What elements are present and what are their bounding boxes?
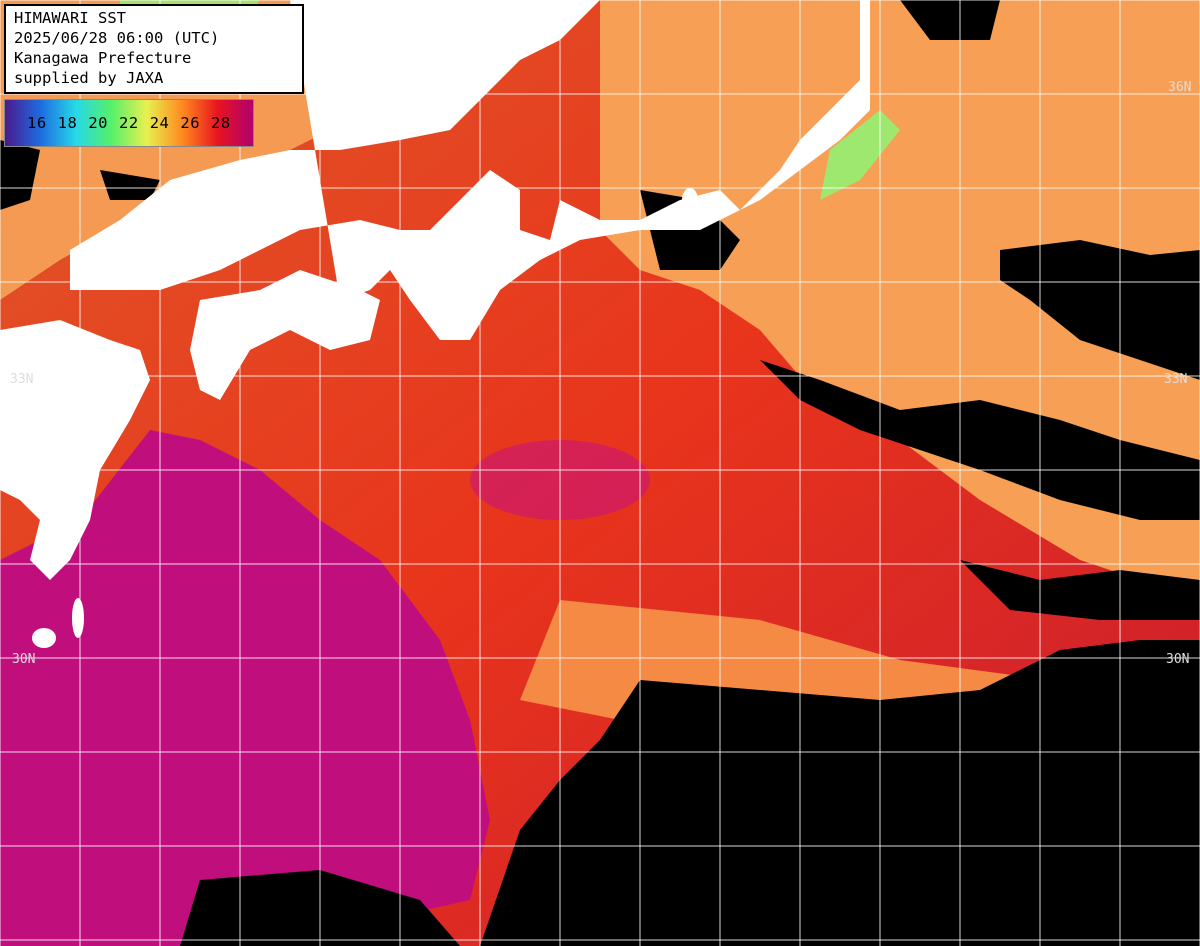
prefecture: Kanagawa Prefecture <box>14 49 192 67</box>
land-honshu <box>70 0 870 340</box>
land-izu <box>682 188 698 212</box>
legend-label: 22 <box>119 114 139 132</box>
land-shikoku <box>190 270 380 400</box>
lat-label-33n-west: 33N <box>10 372 34 387</box>
color-legend: 16 18 20 22 24 26 28 <box>4 99 254 147</box>
legend-label: 24 <box>149 114 170 132</box>
warmest-water <box>0 430 490 946</box>
land <box>0 0 870 648</box>
supplier: supplied by JAXA <box>14 69 164 87</box>
legend-label: 16 <box>27 114 47 132</box>
land-awaji <box>400 232 420 268</box>
timestamp: 2025/06/28 06:00 (UTC) <box>14 29 220 47</box>
land-yakushima <box>32 628 56 648</box>
title: HIMAWARI SST <box>14 9 126 27</box>
land-kyushu <box>0 320 150 580</box>
land-tanegashima <box>72 598 84 638</box>
lat-label-30n-east: 30N <box>1166 652 1190 667</box>
legend-label: 20 <box>88 114 109 132</box>
lat-label-30n: 30N <box>12 652 36 667</box>
legend-labels: 16 18 20 22 24 26 28 <box>27 114 242 132</box>
legend-label: 18 <box>57 114 78 132</box>
lat-label-36n: 36N <box>1168 80 1192 95</box>
info-box: HIMAWARI SST 2025/06/28 06:00 (UTC) Kana… <box>4 4 304 94</box>
legend-label: 26 <box>180 114 201 132</box>
legend-label: 28 <box>211 114 231 132</box>
lat-label-33n: 33N <box>1164 372 1188 387</box>
